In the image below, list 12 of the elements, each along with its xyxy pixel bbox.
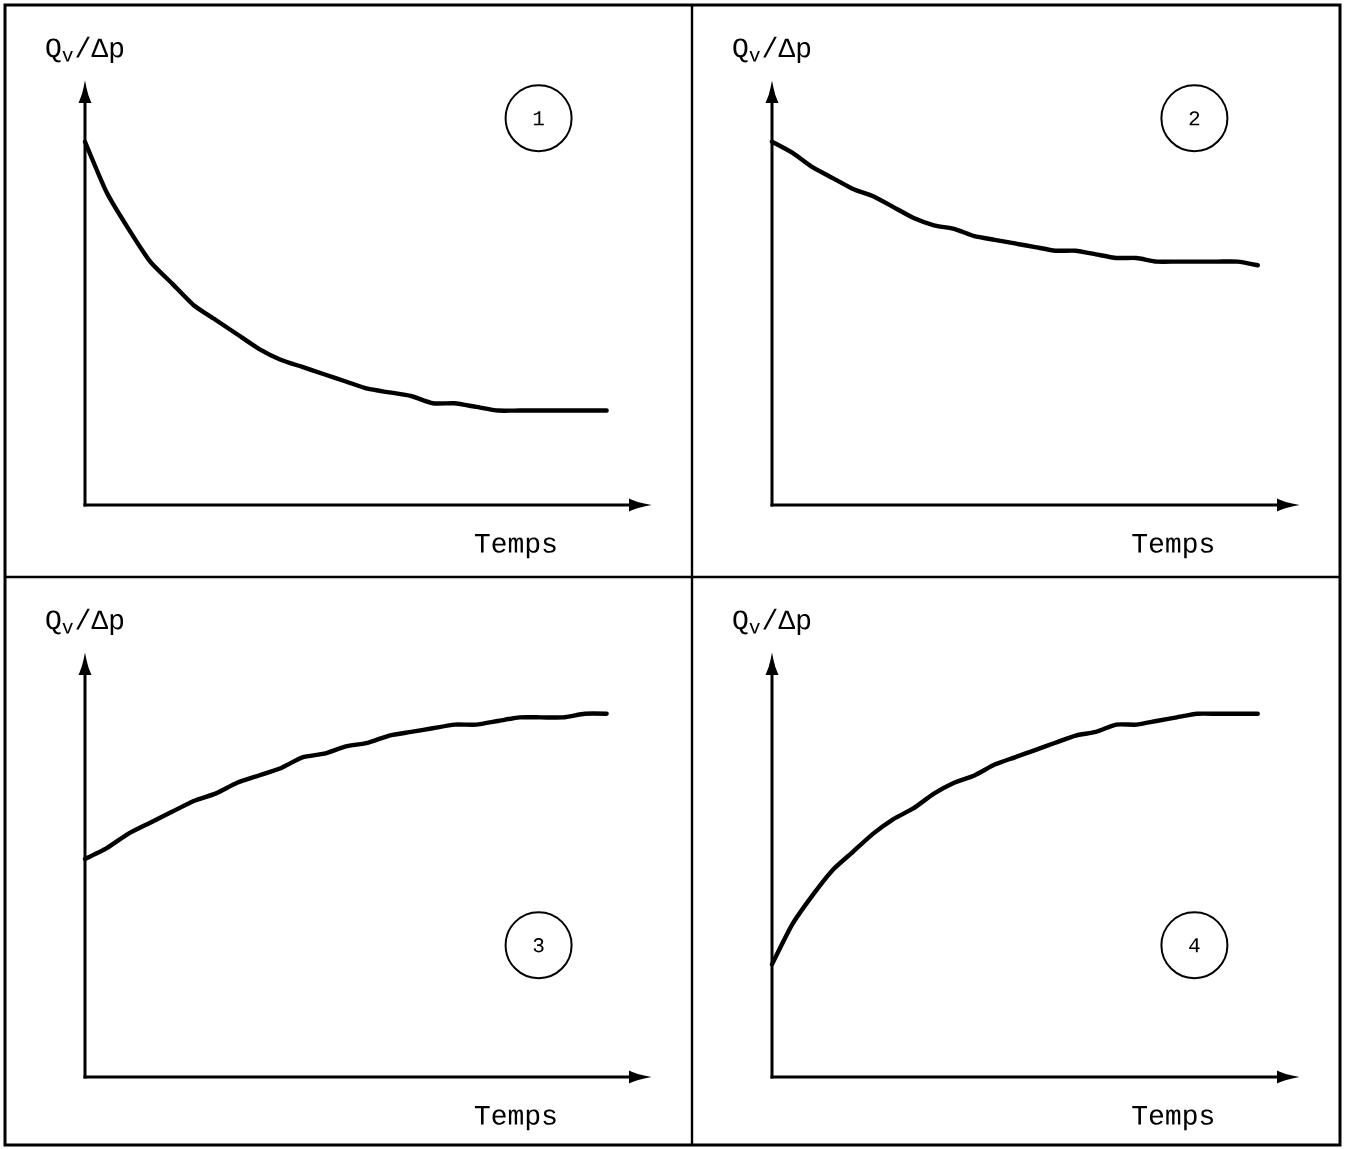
y-axis-title: Q$_{v}$/Δp bbox=[46, 608, 124, 635]
y-axis-title: Q$_{v}$/Δp bbox=[733, 608, 811, 635]
y-axis-title: Q$_{v}$/Δp bbox=[733, 36, 811, 63]
annotation: 3 bbox=[533, 938, 544, 953]
annotation: 4 bbox=[1189, 938, 1200, 953]
text: 2 bbox=[1189, 111, 1200, 126]
x-axis-title: Temps bbox=[474, 534, 556, 559]
x-axis-title: Temps bbox=[1132, 534, 1213, 559]
y-axis-title: Q$_{v}$/Δp bbox=[46, 36, 124, 63]
text: 1 bbox=[533, 111, 544, 126]
x-axis-title: Temps bbox=[1132, 1106, 1213, 1131]
x-axis-title: Temps bbox=[474, 1106, 556, 1131]
